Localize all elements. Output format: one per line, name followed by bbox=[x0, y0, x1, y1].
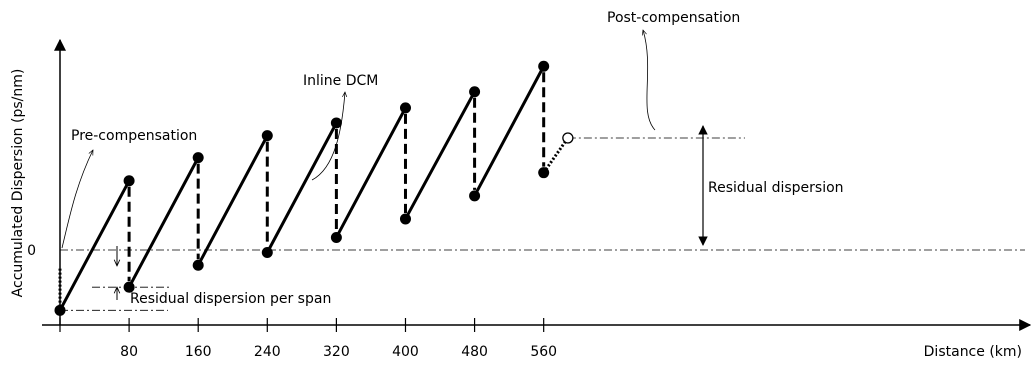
span-start-point-5 bbox=[399, 213, 411, 225]
span-start-point-1 bbox=[123, 281, 135, 293]
span-end-point-1 bbox=[192, 152, 204, 164]
span-end-point-4 bbox=[399, 102, 411, 114]
span-end-point-0 bbox=[123, 175, 135, 187]
pre-compensation-leader bbox=[61, 150, 93, 249]
x-tick-label-480: 480 bbox=[461, 344, 488, 360]
post-compensation-leader bbox=[643, 30, 656, 131]
span-segment-1 bbox=[127, 156, 200, 289]
fiber-span-segments bbox=[58, 64, 570, 312]
span-segment-0 bbox=[58, 179, 131, 312]
span-end-point-5 bbox=[469, 86, 481, 98]
span-start-point-3 bbox=[261, 246, 273, 258]
data-points bbox=[54, 60, 574, 316]
x-ticks: 80 160 240 320 400 480 560 bbox=[59, 318, 557, 360]
x-tick-label-320: 320 bbox=[323, 344, 350, 360]
post-compensation-label: Post-compensation bbox=[607, 10, 740, 26]
residual-dispersion-label: Residual dispersion bbox=[708, 180, 844, 196]
span-start-point-4 bbox=[330, 231, 342, 243]
inline-dcm-leader bbox=[311, 92, 345, 181]
span-segment-3 bbox=[265, 121, 338, 254]
x-tick-label-400: 400 bbox=[392, 344, 419, 360]
x-tick-label-560: 560 bbox=[530, 344, 557, 360]
x-tick-label-240: 240 bbox=[254, 344, 281, 360]
x-tick-label-160: 160 bbox=[185, 344, 212, 360]
post-compensation-line bbox=[542, 137, 570, 174]
span-segment-5 bbox=[403, 90, 477, 221]
span-end-point-3 bbox=[330, 117, 342, 129]
x-axis-label: Distance (km) bbox=[924, 344, 1022, 360]
x-tick-label-80: 80 bbox=[120, 344, 138, 360]
span-start-point-2 bbox=[192, 259, 204, 271]
span-segment-4 bbox=[334, 106, 407, 239]
span-end-point-6 bbox=[538, 60, 550, 72]
y-axis-label: Accumulated Dispersion (ps/nm) bbox=[10, 69, 26, 298]
pre-compensation-label: Pre-compensation bbox=[71, 128, 197, 144]
span-end-point-2 bbox=[261, 130, 273, 142]
span-segment-6 bbox=[473, 64, 546, 198]
span-start-point-6 bbox=[469, 190, 481, 202]
inline-dcm-drops bbox=[58, 72, 546, 311]
inline-dcm-label: Inline DCM bbox=[303, 73, 378, 89]
residual-per-span-label: Residual dispersion per span bbox=[130, 291, 331, 307]
span-start-point-0 bbox=[54, 304, 66, 316]
post-compensation-end-point bbox=[562, 132, 574, 144]
post-compensation-start-point bbox=[538, 167, 550, 179]
span-segment-2 bbox=[196, 134, 269, 267]
y-tick-label-0: 0 bbox=[27, 243, 36, 259]
